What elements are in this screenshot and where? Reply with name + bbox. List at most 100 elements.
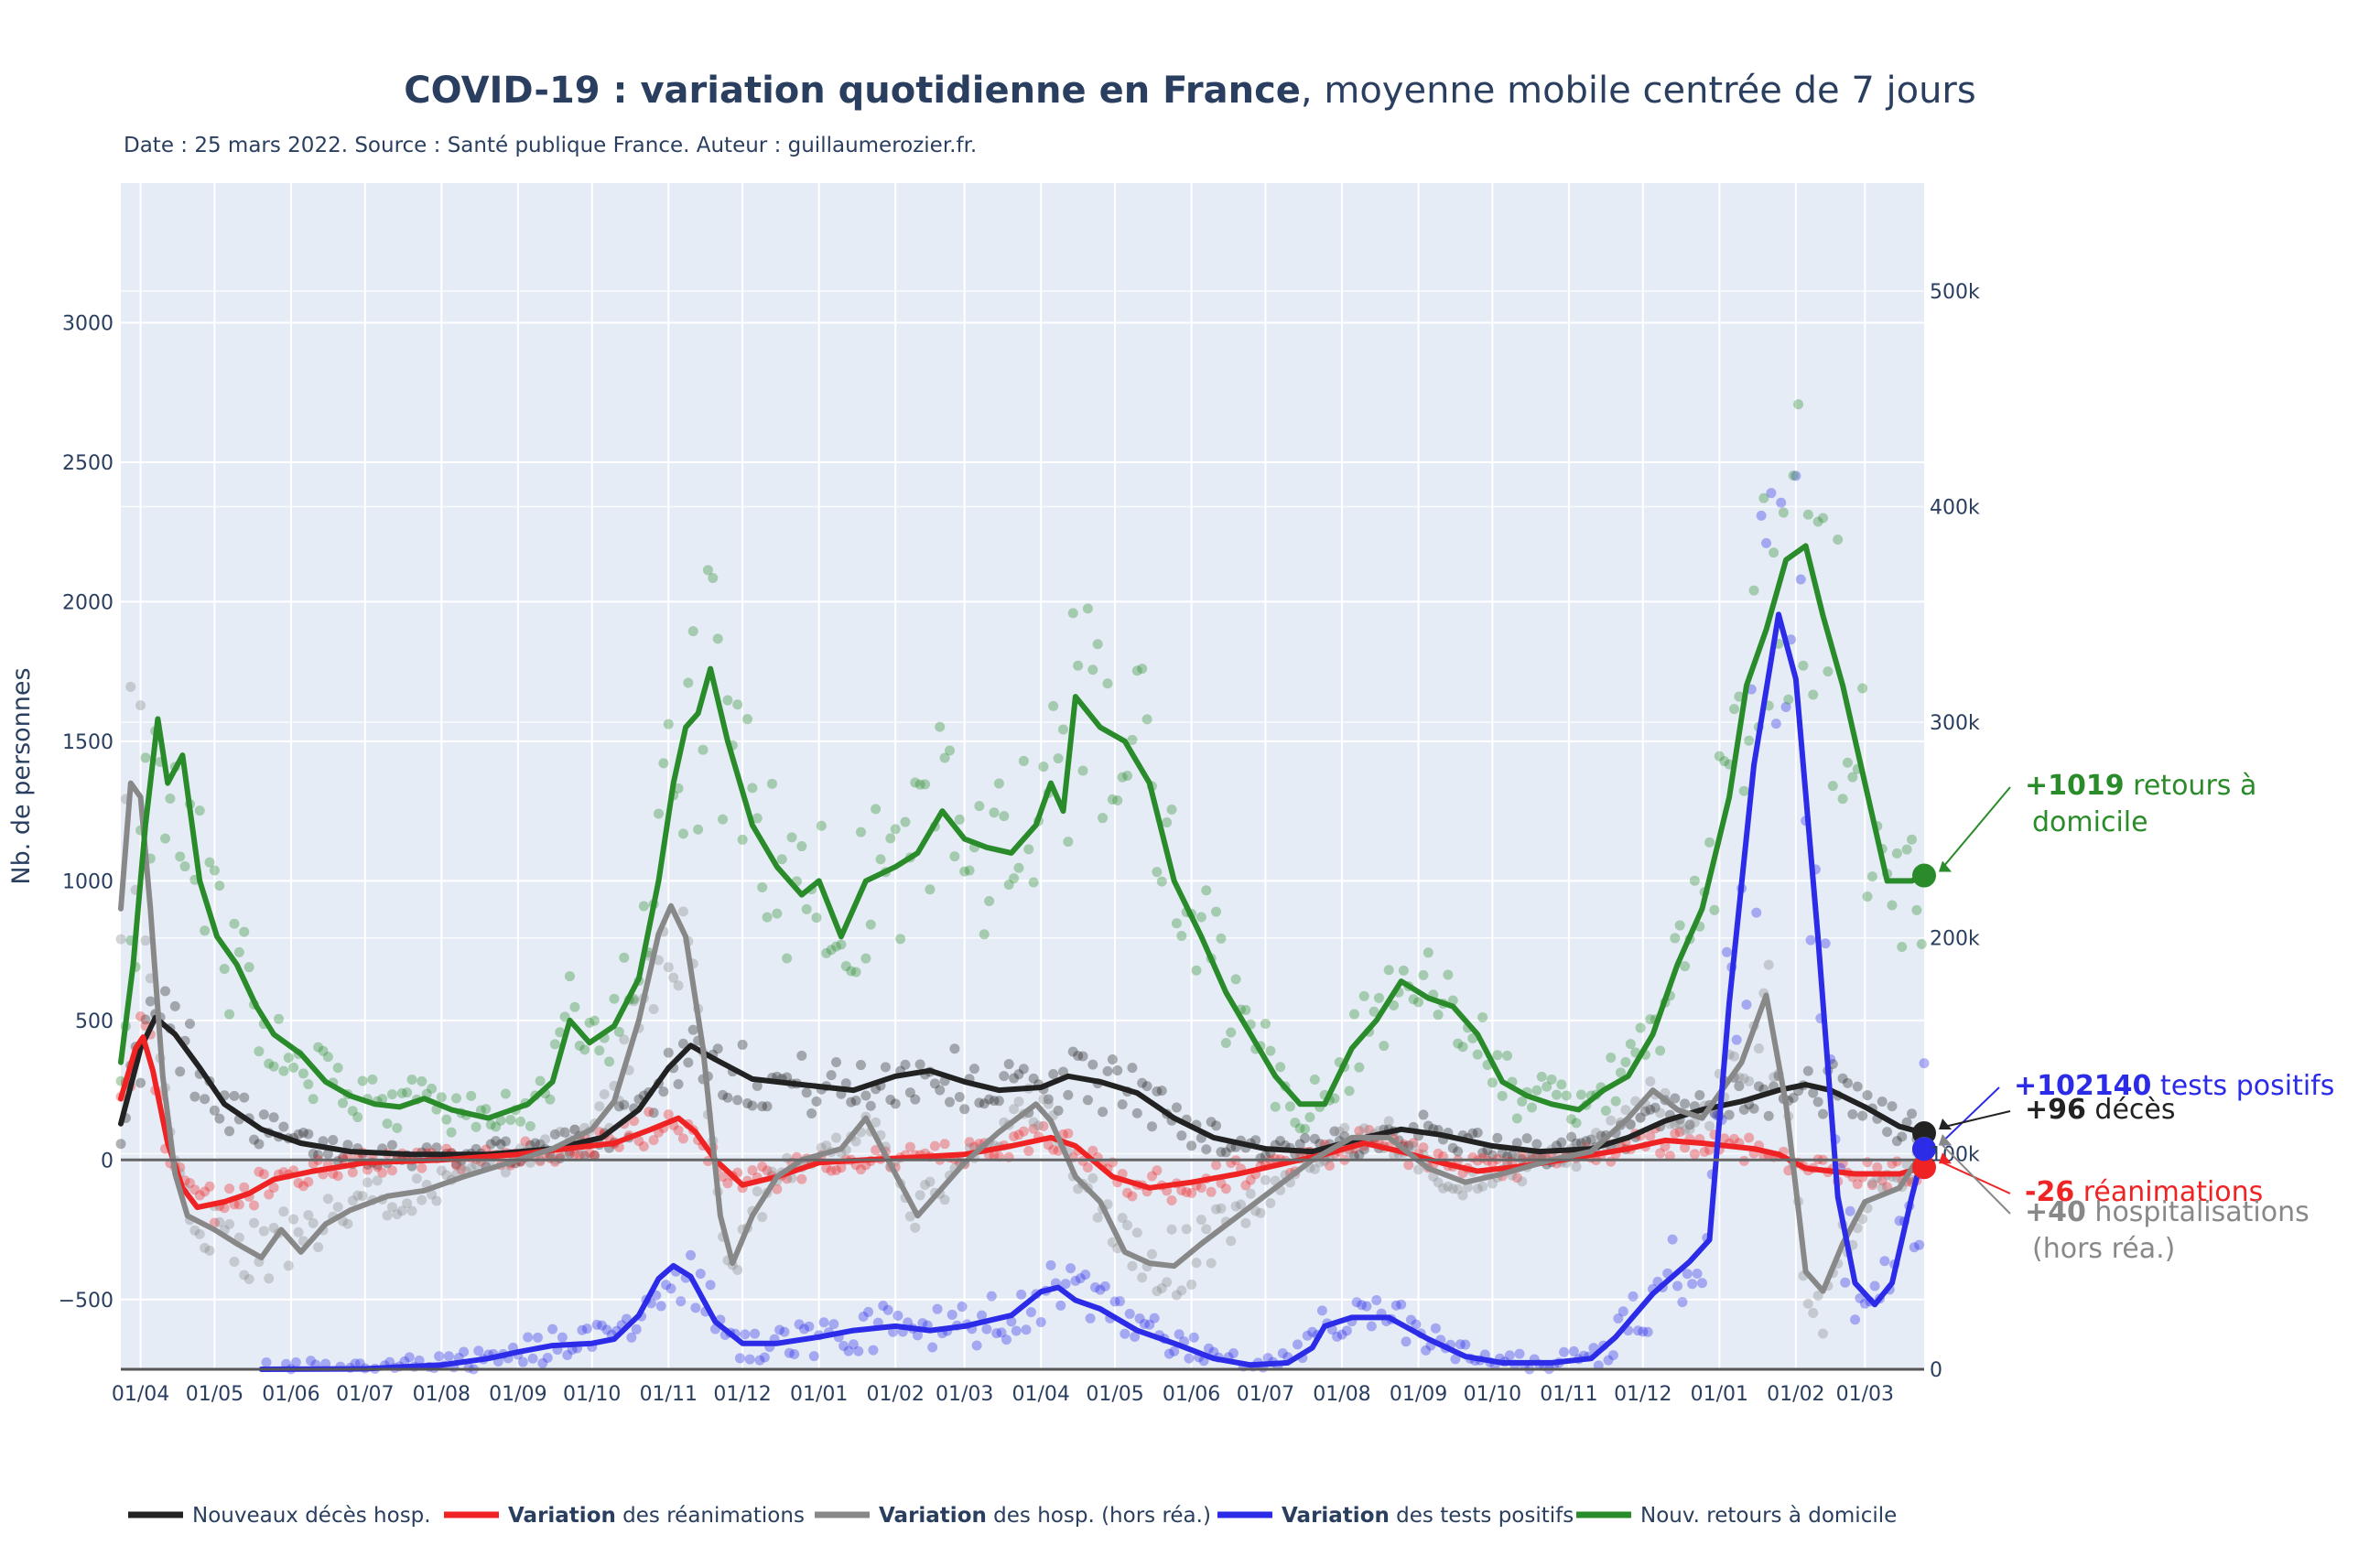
chart-subtitle: Date : 25 mars 2022. Source : Santé publ… (124, 134, 977, 157)
data-point-deces (1897, 1131, 1908, 1142)
x-tick-label: 01/02 (867, 1383, 925, 1406)
data-point-rad (1122, 771, 1133, 782)
data-point-tests (794, 1319, 805, 1330)
data-point-hosp (831, 1132, 842, 1143)
data-point-deces (1882, 1127, 1893, 1138)
x-tick-label: 01/08 (1313, 1383, 1370, 1406)
data-point-rad (742, 714, 753, 725)
data-point-tests (1504, 1350, 1515, 1361)
data-point-deces (1043, 1094, 1054, 1105)
data-point-rad (1556, 1079, 1567, 1090)
data-point-rad (1517, 1096, 1528, 1107)
data-point-deces (989, 1096, 1000, 1107)
data-point-deces (1812, 1097, 1823, 1108)
data-point-rad (1625, 1039, 1636, 1050)
y2-tick-label: 400k (1930, 496, 1980, 519)
data-point-rad (944, 745, 955, 756)
data-point-deces (865, 1100, 876, 1111)
data-point-tests (1130, 1332, 1141, 1343)
legend-bold: Variation (508, 1504, 616, 1528)
data-point-tests (1638, 1326, 1649, 1337)
data-point-rad (1487, 1077, 1498, 1088)
data-point-rad (1616, 1067, 1627, 1078)
data-point-rea (569, 1149, 580, 1160)
data-point-deces (1639, 1106, 1650, 1117)
data-point-deces (737, 1039, 748, 1050)
data-point-rad (1527, 1102, 1538, 1113)
data-point-deces (1220, 1147, 1231, 1158)
data-point-rad (993, 778, 1004, 789)
data-point-rad (308, 1094, 319, 1105)
data-point-rad (165, 794, 176, 805)
data-point-deces (831, 1056, 842, 1067)
y-tick-label: 2000 (62, 591, 114, 614)
data-point-rea (1245, 1174, 1256, 1185)
data-point-tests (1460, 1339, 1471, 1350)
data-point-rad (194, 805, 205, 816)
data-point-tests (1805, 935, 1816, 945)
data-point-rad (1769, 547, 1780, 558)
data-point-deces (1087, 1059, 1098, 1070)
data-point-rad (1783, 694, 1794, 705)
data-point-rad (1009, 873, 1020, 884)
data-point-rad (1857, 683, 1868, 694)
data-point-deces (993, 1096, 1004, 1107)
data-point-tests (1879, 1256, 1890, 1267)
data-point-rad (264, 1058, 275, 1069)
data-point-deces (549, 1129, 560, 1140)
legend-item-rad: Nouv. retours à domicile (1640, 1504, 1897, 1528)
data-point-hosp (1250, 1205, 1261, 1216)
data-point-deces (944, 1097, 955, 1108)
annotation-arrowhead (1939, 860, 1952, 872)
data-point-rad (826, 945, 837, 956)
data-point-tests (1603, 1355, 1614, 1366)
data-point-hosp (1201, 1224, 1212, 1235)
data-point-rad (1497, 1090, 1508, 1101)
data-point-deces (850, 1095, 861, 1106)
data-point-deces (322, 1149, 333, 1160)
data-point-hosp (1457, 1190, 1468, 1201)
data-point-rad (545, 1094, 556, 1105)
data-point-deces (1354, 1150, 1365, 1161)
series-lines (118, 543, 1927, 1372)
data-point-hosp (850, 1136, 861, 1147)
data-point-hosp (925, 1176, 936, 1187)
data-point-rea (1866, 1180, 1877, 1191)
data-point-rad (718, 814, 729, 825)
data-point-tests (557, 1332, 568, 1343)
data-point-tests (1302, 1330, 1313, 1341)
data-point-rad (160, 833, 171, 844)
data-point-rad (436, 1092, 447, 1103)
data-point-rad (772, 908, 783, 919)
data-point-hosp (1477, 1181, 1488, 1192)
data-point-deces (249, 1134, 260, 1145)
data-point-hosp (1453, 1183, 1464, 1194)
data-point-deces (1877, 1096, 1888, 1107)
data-point-rad (1063, 837, 1074, 848)
data-point-rad (1680, 961, 1691, 972)
data-point-deces (1901, 1117, 1912, 1128)
data-point-rad (1413, 997, 1424, 1008)
data-point-hosp (372, 1175, 383, 1186)
data-point-tests (1919, 1058, 1930, 1069)
data-point-tests (1780, 701, 1791, 712)
data-point-deces (1226, 1141, 1237, 1152)
data-point-rad (776, 854, 787, 865)
data-point-deces (530, 1138, 541, 1149)
data-point-rad (935, 721, 946, 732)
data-point-tests (1085, 1313, 1096, 1324)
data-point-hosp (1635, 1112, 1646, 1123)
data-point-rea (1660, 1140, 1671, 1151)
data-point-rea (1082, 1162, 1093, 1173)
data-point-tests (532, 1332, 543, 1343)
data-point-deces (1418, 1109, 1429, 1120)
data-point-tests (1790, 470, 1801, 481)
data-point-tests (947, 1309, 957, 1320)
data-point-hosp (1260, 1174, 1271, 1185)
data-point-rad (1477, 1012, 1488, 1023)
data-point-tests (912, 1330, 923, 1341)
data-point-rad (1156, 876, 1167, 887)
data-point-hosp (332, 1202, 343, 1213)
data-point-tests (1011, 1325, 1022, 1336)
data-point-rad (702, 565, 713, 576)
